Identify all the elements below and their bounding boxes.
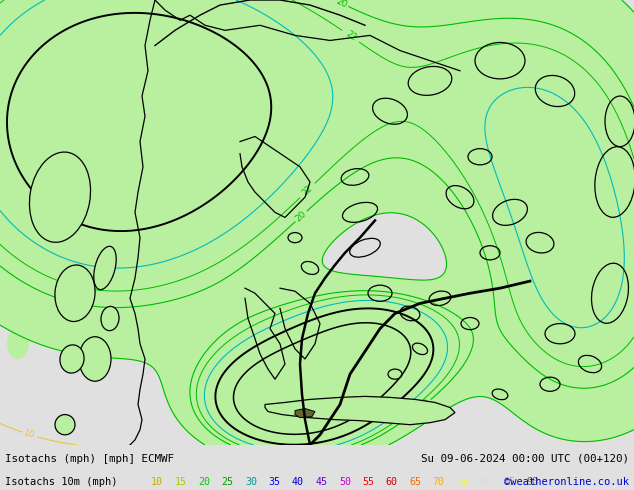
Ellipse shape [55,265,95,321]
Ellipse shape [55,415,75,435]
Text: 10: 10 [23,429,37,441]
Ellipse shape [7,329,29,359]
Text: 20: 20 [334,0,349,10]
Ellipse shape [3,131,58,212]
Text: 35: 35 [269,477,280,487]
Ellipse shape [29,152,91,242]
Text: 22: 22 [301,184,314,197]
Ellipse shape [0,260,30,306]
Text: 85: 85 [503,477,515,487]
Text: ©weatheronline.co.uk: ©weatheronline.co.uk [504,477,629,487]
Text: 80: 80 [480,477,491,487]
Polygon shape [295,409,315,417]
Text: Isotachs (mph) [mph] ECMWF: Isotachs (mph) [mph] ECMWF [5,454,174,464]
Text: 15: 15 [175,477,186,487]
Ellipse shape [79,337,111,381]
Text: 22: 22 [344,29,358,43]
Text: 55: 55 [363,477,374,487]
Text: 50: 50 [339,477,351,487]
Text: 30: 30 [245,477,257,487]
Text: 60: 60 [386,477,398,487]
Ellipse shape [60,345,84,373]
Text: Su 09-06-2024 00:00 UTC (00+120): Su 09-06-2024 00:00 UTC (00+120) [421,454,629,464]
Ellipse shape [94,246,116,290]
Text: 10: 10 [152,477,163,487]
Polygon shape [265,396,455,425]
Text: 40: 40 [292,477,304,487]
Text: 90: 90 [527,477,538,487]
Text: 45: 45 [316,477,327,487]
Ellipse shape [101,306,119,331]
Text: Isotachs 10m (mph): Isotachs 10m (mph) [5,477,117,487]
Text: 20: 20 [294,209,308,223]
Text: 75: 75 [456,477,468,487]
Text: 25: 25 [222,477,233,487]
Text: 65: 65 [410,477,421,487]
Ellipse shape [550,235,610,291]
Text: 20: 20 [418,397,432,412]
Text: 70: 70 [433,477,444,487]
Text: 22: 22 [400,406,414,420]
Text: 20: 20 [198,477,210,487]
